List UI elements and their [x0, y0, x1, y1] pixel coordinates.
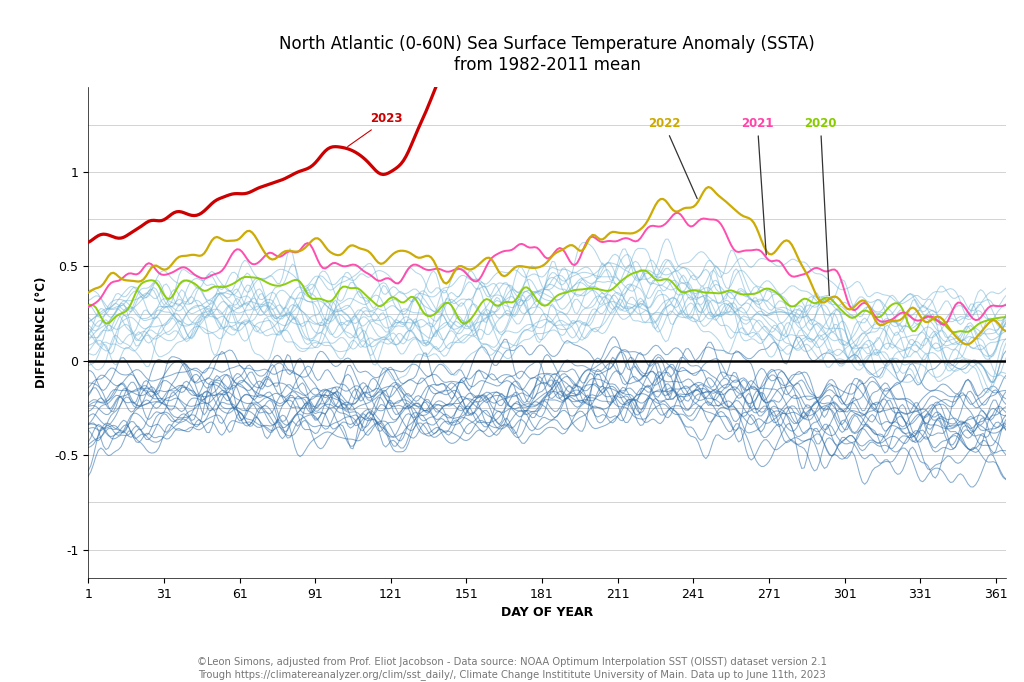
- Text: 2020: 2020: [804, 117, 837, 295]
- Y-axis label: DIFFERENCE (°C): DIFFERENCE (°C): [36, 277, 48, 388]
- Text: 2023: 2023: [348, 113, 403, 147]
- Text: 2022: 2022: [648, 117, 697, 198]
- X-axis label: DAY OF YEAR: DAY OF YEAR: [501, 606, 593, 619]
- Text: Trough https://climatereanalyzer.org/clim/sst_daily/, Climate Change Instititute: Trough https://climatereanalyzer.org/cli…: [198, 669, 826, 680]
- Text: 2021: 2021: [741, 117, 774, 255]
- Title: North Atlantic (0-60N) Sea Surface Temperature Anomaly (SSTA)
from 1982-2011 mea: North Atlantic (0-60N) Sea Surface Tempe…: [280, 35, 815, 74]
- Text: ©Leon Simons, adjusted from Prof. Eliot Jacobson - Data source: NOAA Optimum Int: ©Leon Simons, adjusted from Prof. Eliot …: [197, 657, 827, 667]
